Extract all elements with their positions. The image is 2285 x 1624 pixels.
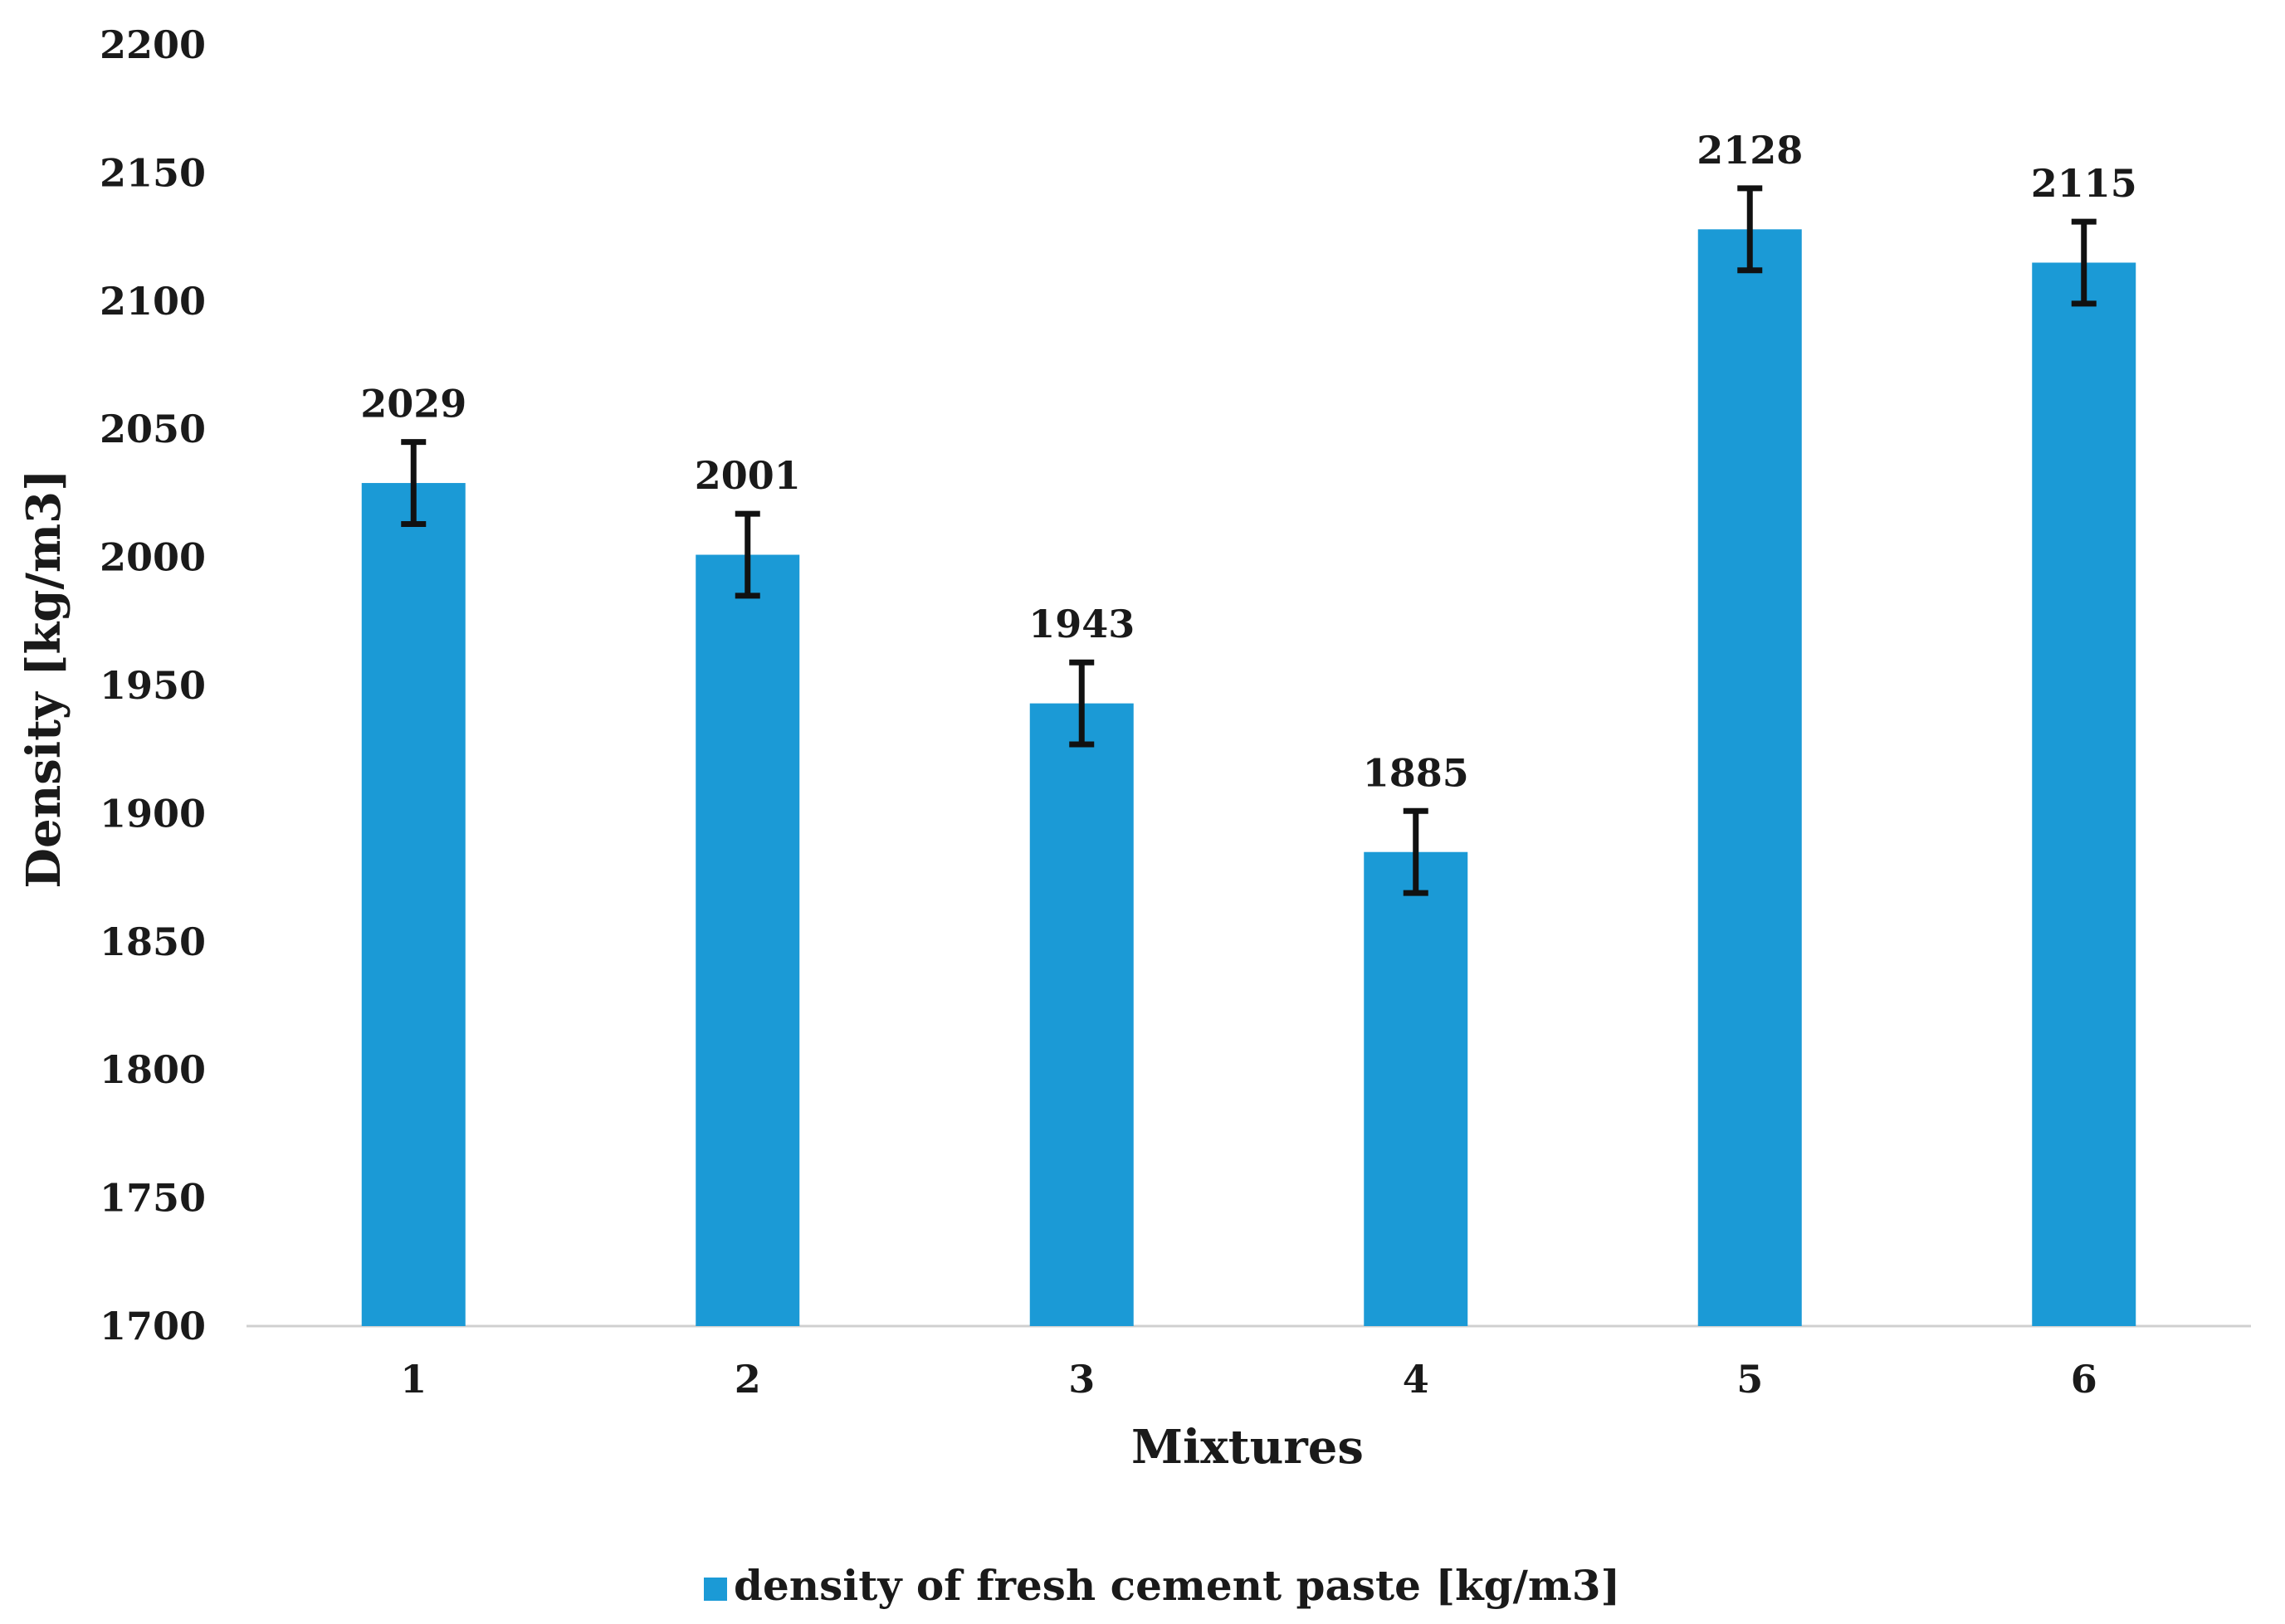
y-tick-label: 2150 [100,150,206,195]
x-tick-label: 2 [735,1357,761,1402]
data-label: 1885 [1363,750,1469,795]
error-bar [401,439,427,527]
y-axis-ticks: 1700 1750 1800 1850 1900 1950 2000 2050 2100 2150… [100,22,206,1348]
y-tick-label: 2200 [100,22,206,67]
bar [2032,262,2136,1327]
data-label: 2128 [1697,128,1803,173]
y-tick-label: 1700 [100,1304,206,1348]
error-bars [401,185,2097,896]
data-labels: 2029 2001 1943 1885 2128 2115 [360,128,2137,795]
y-tick-label: 2000 [100,535,206,580]
data-label: 1943 [1028,602,1135,646]
legend-swatch [704,1578,727,1601]
data-label: 2029 [360,382,466,427]
y-tick-label: 1800 [100,1047,206,1092]
y-tick-label: 2050 [100,407,206,451]
bar [1697,229,1802,1327]
bar [1029,703,1134,1326]
error-bar [1403,807,1428,896]
y-tick-label: 1950 [100,663,206,708]
data-label: 2115 [2031,161,2137,206]
legend: density of fresh cement paste [kg/m3] [704,1561,1620,1610]
error-bar [1737,185,1763,274]
bars [361,229,2136,1327]
y-axis-title: Density [kg/m3] [17,469,71,888]
error-bar [2071,218,2097,307]
bar [696,554,800,1326]
x-tick-label: 1 [400,1357,427,1402]
y-tick-label: 1900 [100,791,206,836]
x-tick-label: 4 [1403,1357,1429,1402]
bar [1364,851,1468,1326]
x-axis-title: Mixtures [1131,1420,1364,1475]
x-axis-ticks: 1 2 3 4 5 6 [400,1357,2097,1402]
error-bar [1069,659,1095,748]
data-label: 2001 [695,453,801,498]
x-tick-label: 6 [2071,1357,2097,1402]
legend-label: density of fresh cement paste [kg/m3] [734,1561,1620,1610]
x-tick-label: 5 [1736,1357,1763,1402]
y-tick-label: 1750 [100,1176,206,1221]
x-tick-label: 3 [1068,1357,1095,1402]
y-tick-label: 2100 [100,279,206,324]
bar [361,483,466,1326]
error-bar [735,510,760,599]
y-tick-label: 1850 [100,919,206,964]
